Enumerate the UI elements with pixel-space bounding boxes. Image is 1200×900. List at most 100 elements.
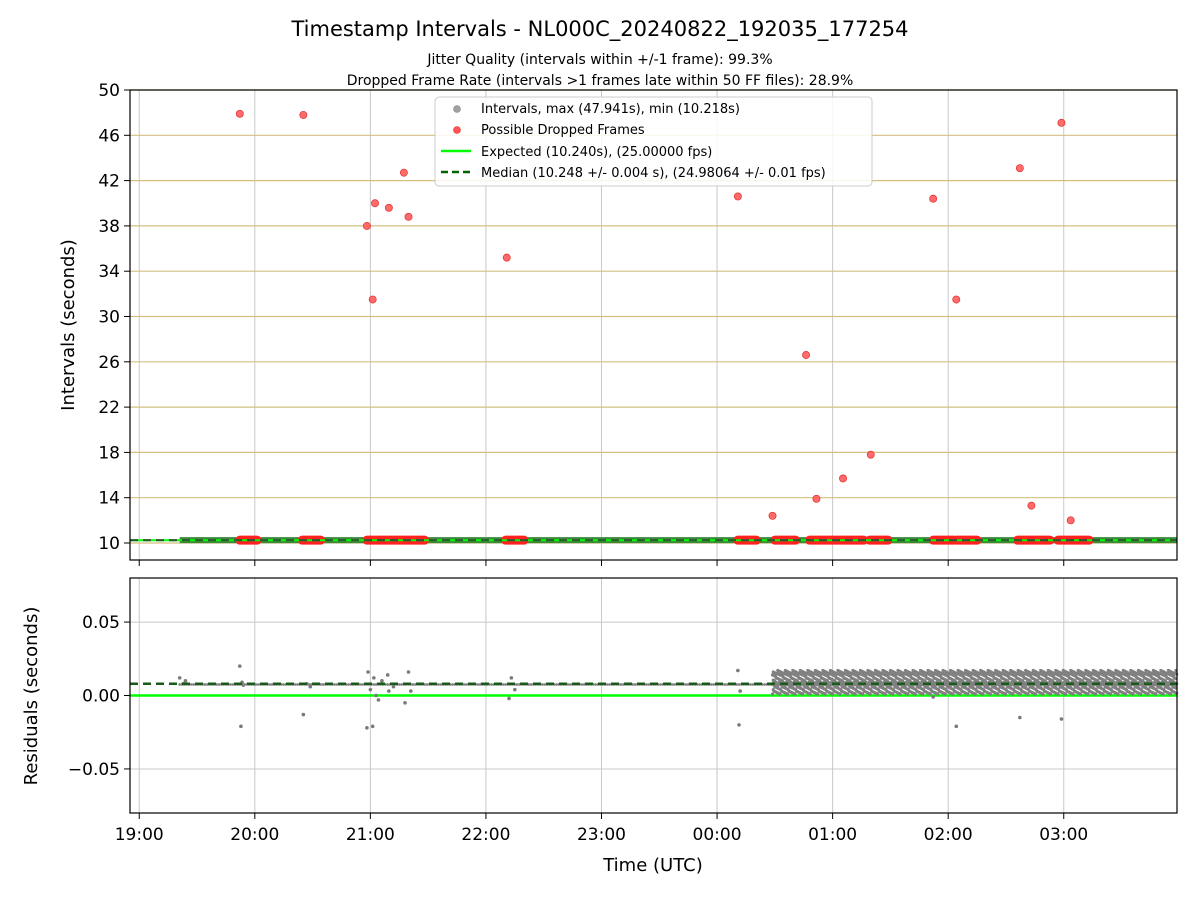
residual-band-point — [203, 683, 207, 686]
residual-band-point — [282, 683, 285, 686]
residual-band-point — [594, 683, 598, 686]
dropped-frame-point — [733, 192, 742, 201]
residual-dense-point — [891, 692, 895, 696]
residual-point — [301, 712, 306, 717]
residual-point — [391, 684, 396, 689]
residual-band-point — [568, 683, 572, 686]
residual-dense-point — [921, 692, 925, 696]
residual-dense-point — [815, 692, 820, 696]
residual-band-point — [437, 683, 440, 686]
intervals-y-label: Intervals (seconds) — [58, 239, 79, 411]
residual-point — [374, 693, 378, 698]
residual-dense-point — [883, 692, 887, 696]
residual-dense-point — [1131, 692, 1135, 696]
residual-dense-point — [1169, 692, 1173, 696]
dropped-frame-point — [368, 295, 377, 304]
residual-band-point — [709, 683, 713, 686]
residual-band-point — [335, 683, 339, 686]
residual-dense-point — [996, 692, 1000, 696]
residual-dense-point — [943, 692, 947, 696]
residual-point — [365, 726, 369, 730]
residual-band-point — [462, 683, 466, 686]
residual-band-point — [684, 683, 688, 686]
dropped-frame-point — [812, 494, 821, 503]
residual-dense-point — [1003, 692, 1007, 696]
residual-band-point — [411, 683, 415, 686]
residuals-y-label: Residuals (seconds) — [21, 607, 42, 786]
dropped-frame-point — [929, 194, 938, 203]
residual-dense-point — [1146, 692, 1150, 696]
dropped-frame-point — [404, 212, 413, 221]
dropped-frame-point — [362, 221, 371, 230]
residual-dense-point — [770, 692, 775, 696]
residual-band-point — [659, 683, 662, 686]
residual-band-point — [451, 683, 454, 686]
intervals-y-ticks: 10 14 18 22 26 30 34 38 42 46 50 — [98, 81, 130, 554]
residual-band-point — [229, 683, 232, 686]
residual-band-point — [670, 683, 674, 686]
dropped-frame-point — [371, 199, 379, 208]
legend-expected-label: Expected (10.240s), (25.00000 fps) — [481, 145, 712, 160]
dropped-frame-point — [299, 110, 308, 119]
residual-point — [237, 664, 242, 668]
legend: Intervals, max (47.941s), min (10.218s) … — [434, 96, 873, 187]
dropped-frame-point — [839, 474, 847, 483]
intervals-y-tick-label: 22 — [98, 398, 120, 418]
residuals-x-tick-label: 19:00 — [115, 825, 164, 845]
residuals-x-tick-label: 02:00 — [924, 825, 973, 845]
residuals-x-tick-label: 22:00 — [461, 825, 510, 845]
residual-band-point — [504, 683, 507, 686]
residual-dense-point — [1011, 692, 1015, 696]
residual-band-point — [608, 683, 611, 686]
legend-dropped-label: Possible Dropped Frames — [481, 123, 645, 138]
residual-dense-point — [861, 692, 865, 696]
residual-band-point — [423, 683, 426, 686]
residual-dense-point — [928, 692, 932, 696]
dropped-frame-point — [1066, 516, 1075, 525]
intervals-y-tick-label: 18 — [98, 443, 120, 463]
dropped-frame-point — [235, 109, 244, 118]
residual-points — [130, 664, 1177, 730]
residual-band-point — [360, 683, 364, 686]
residual-dense-point — [1116, 692, 1120, 696]
residual-band-point — [631, 683, 634, 686]
residual-band-point — [400, 683, 403, 686]
residual-dense-point — [1154, 692, 1158, 696]
dropped-frame-point — [1057, 118, 1066, 127]
residual-dense-point — [898, 692, 902, 696]
residual-dense-point — [1101, 692, 1105, 696]
residuals-x-tick-label: 21:00 — [346, 825, 395, 845]
residuals-x-ticks: 19:00 20:00 21:00 22:00 23:00 00:00 01:00 02:00… — [115, 813, 1088, 845]
residual-dense-point — [846, 692, 850, 696]
residual-point — [239, 724, 243, 729]
residual-point — [737, 723, 741, 727]
residual-dense-point — [1086, 692, 1090, 696]
residual-dense-point — [831, 692, 835, 696]
residuals-x-tick-label: 00:00 — [693, 825, 742, 845]
residual-dense-point — [1026, 692, 1030, 696]
residual-band-point — [582, 683, 586, 686]
residual-band-point — [737, 683, 741, 686]
residual-dense-point — [1048, 692, 1053, 696]
residual-dense-point — [778, 692, 782, 696]
residual-band-point — [686, 683, 690, 686]
residuals-x-tick-label: 01:00 — [808, 825, 857, 845]
legend-intervals-label: Intervals, max (47.941s), min (10.218s) — [481, 102, 740, 117]
residual-band-point — [319, 683, 322, 686]
residuals-y-tick-label: −0.05 — [68, 760, 120, 780]
residual-dense-point — [823, 692, 827, 696]
residual-band-point — [296, 683, 299, 686]
residual-point — [177, 676, 182, 680]
residual-point — [736, 668, 740, 673]
dropped-frame-point — [866, 450, 875, 459]
intervals-y-tick-label: 26 — [98, 353, 120, 373]
residual-band-point — [293, 683, 297, 686]
residual-point — [370, 724, 375, 729]
residual-band-point — [425, 683, 429, 686]
residual-band-point — [256, 683, 260, 686]
residual-band-point — [358, 683, 362, 686]
residual-dense-point — [958, 692, 962, 696]
residual-point — [366, 670, 370, 674]
dropped-frame-point — [768, 511, 777, 520]
